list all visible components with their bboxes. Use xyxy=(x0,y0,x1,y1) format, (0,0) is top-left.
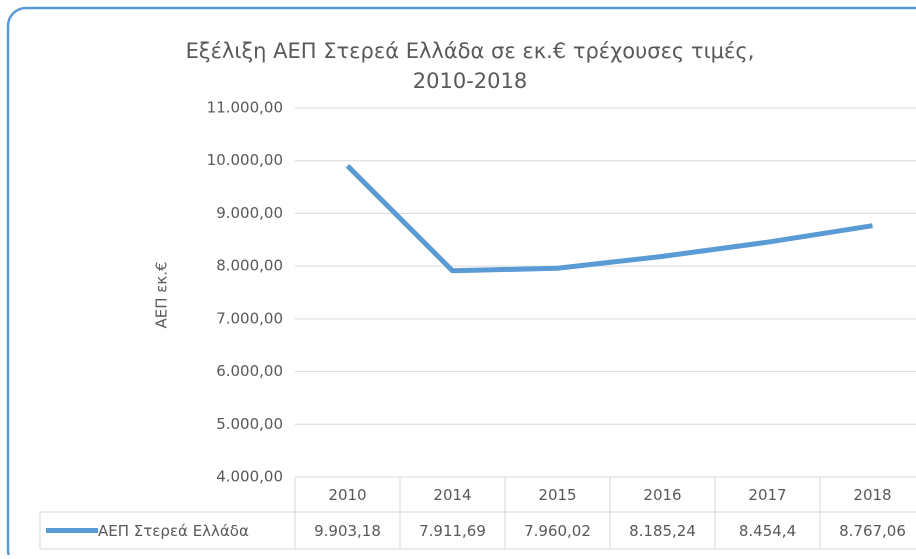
y-tick-label: 7.000,00 xyxy=(216,309,283,327)
x-tick-label: 2017 xyxy=(748,486,786,504)
y-tick-label: 4.000,00 xyxy=(216,468,283,486)
x-tick-label: 2010 xyxy=(328,486,366,504)
y-axis-label: ΑΕΠ εκ.€ xyxy=(153,261,171,328)
x-tick-label: 2016 xyxy=(643,486,681,504)
data-label: 8.454,4 xyxy=(739,522,796,540)
y-tick-label: 9.000,00 xyxy=(216,204,283,222)
x-tick-label: 2015 xyxy=(538,486,576,504)
x-tick-label: 2018 xyxy=(853,486,891,504)
chart-title: 2010-2018 xyxy=(413,69,527,93)
data-label: 8.185,24 xyxy=(629,522,696,540)
y-tick-label: 11.000,00 xyxy=(207,99,283,117)
x-tick-label: 2014 xyxy=(433,486,471,504)
chart-title: Εξέλιξη ΑΕΠ Στερεά Ελλάδα σε εκ.€ τρέχου… xyxy=(186,39,755,63)
chart-frame xyxy=(6,6,916,559)
data-label: 9.903,18 xyxy=(314,522,381,540)
y-tick-label: 10.000,00 xyxy=(207,151,283,169)
y-tick-label: 5.000,00 xyxy=(216,415,283,433)
y-tick-label: 6.000,00 xyxy=(216,362,283,380)
data-label: 7.960,02 xyxy=(524,522,591,540)
data-label: 8.767,06 xyxy=(839,522,906,540)
y-tick-label: 8.000,00 xyxy=(216,257,283,275)
data-label: 7.911,69 xyxy=(419,522,486,540)
data-line xyxy=(345,164,873,274)
legend-label: ΑΕΠ Στερεά Ελλάδα xyxy=(98,522,249,540)
